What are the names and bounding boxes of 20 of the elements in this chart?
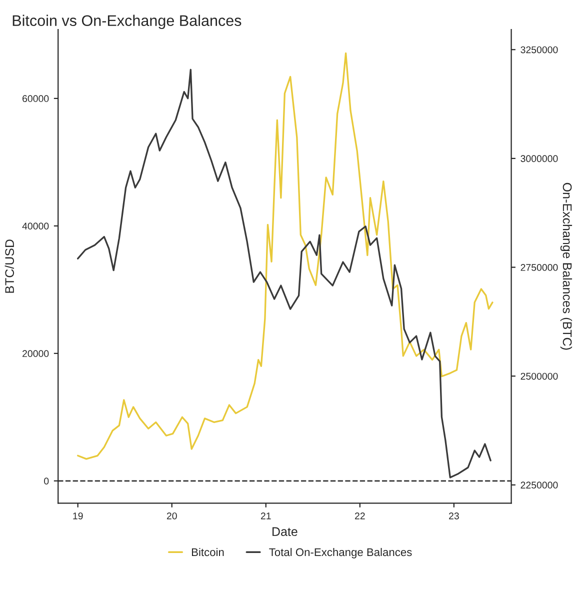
y2-tick-label: 3250000 — [520, 46, 558, 54]
x-tick-label: 19 — [73, 512, 83, 520]
legend-label: Total On-Exchange Balances — [269, 548, 412, 558]
y2-tick-label: 2750000 — [520, 264, 558, 271]
y2-tick-label: 2500000 — [520, 372, 558, 380]
y2-tick-label: 2250000 — [520, 482, 558, 489]
x-tick-label: 21 — [260, 512, 271, 520]
x-tick-label: 22 — [354, 512, 365, 520]
x-tick-label: 23 — [449, 512, 459, 520]
y-tick-label: 40000 — [22, 222, 49, 230]
x-tick-label: 20 — [166, 512, 177, 520]
y-tick-label: 60000 — [22, 95, 49, 102]
chart-title: Bitcoin vs On-Exchange Balances — [12, 14, 242, 30]
y-tick-label: 20000 — [22, 350, 49, 358]
legend-label: Bitcoin — [192, 548, 224, 556]
y-axis-title: BTC/USD — [4, 240, 14, 293]
y2-tick-label: 3000000 — [520, 155, 558, 162]
y2-axis-title: On-Exchange Balances (BTC) — [560, 182, 572, 350]
x-axis-title: Date — [272, 527, 298, 536]
y-tick-label: 0 — [44, 478, 49, 485]
